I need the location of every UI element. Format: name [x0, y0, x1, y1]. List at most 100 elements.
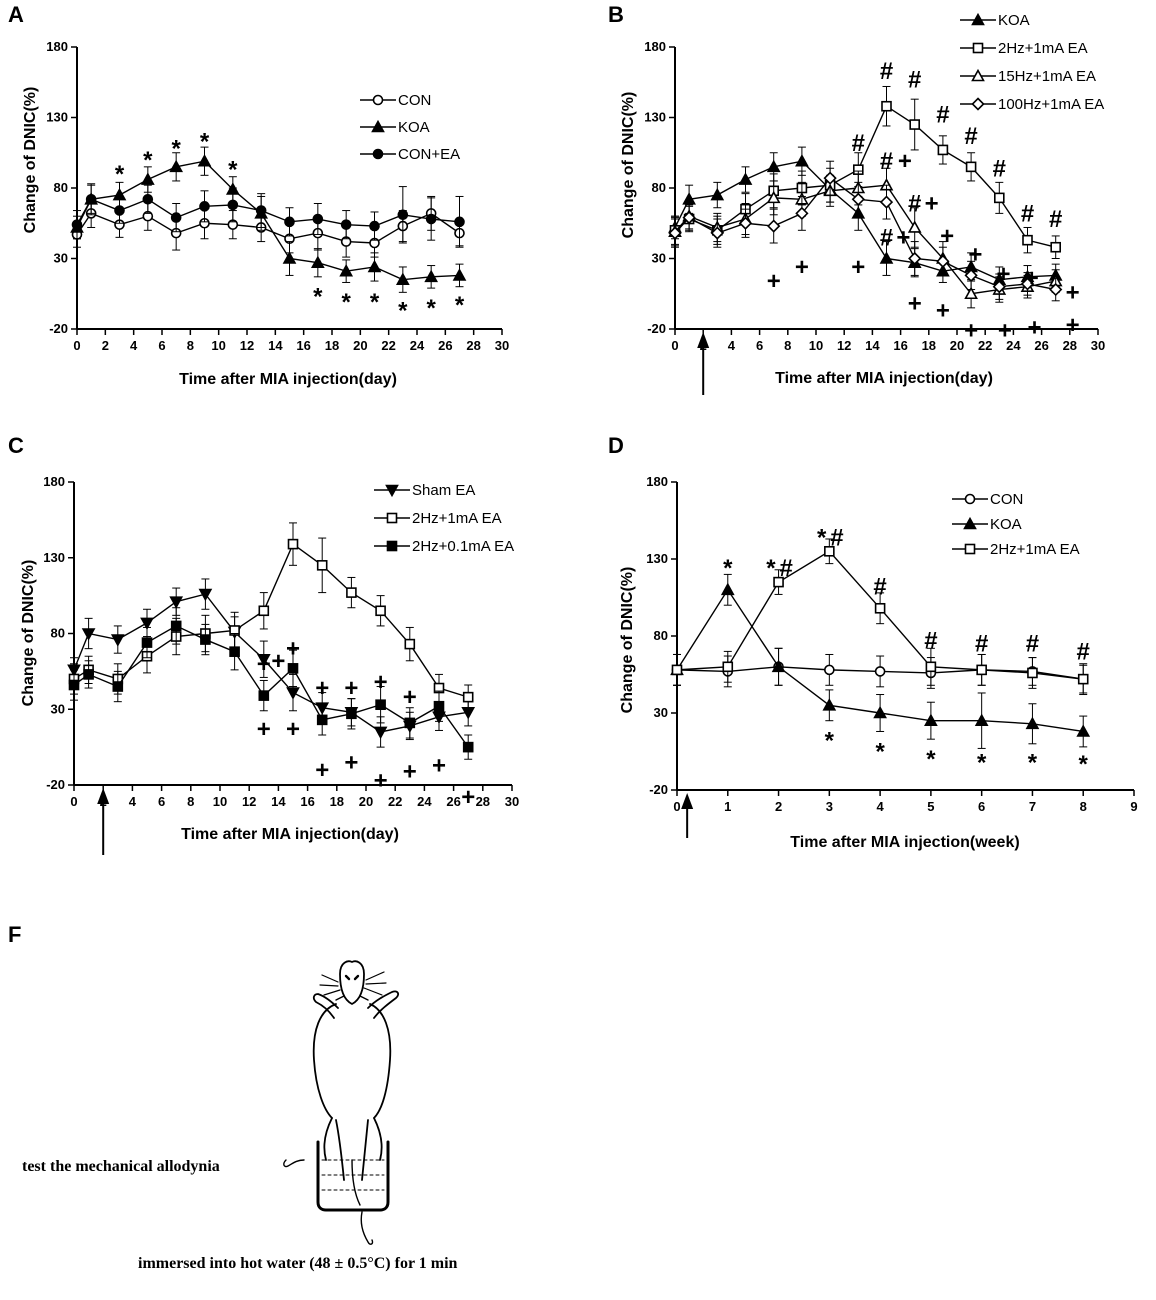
- marker-square-open: [386, 512, 398, 524]
- significance-mark: #: [975, 631, 988, 658]
- x-tick-label: 6: [756, 338, 763, 353]
- x-tick-label: 20: [359, 794, 373, 809]
- marker-square-filled: [433, 700, 445, 712]
- significance-mark: +: [315, 757, 329, 784]
- significance-mark: +: [898, 148, 912, 175]
- y-tick-label: 80: [54, 180, 68, 195]
- marker-diamond-open: [823, 171, 837, 185]
- legend-a: CON KOA CON+EA: [398, 92, 460, 163]
- significance-mark: *: [370, 289, 380, 316]
- marker-diamond-open: [1049, 282, 1063, 297]
- significance-mark: +: [936, 298, 950, 325]
- marker-triangle-down-filled: [286, 687, 300, 700]
- marker-circle-filled: [255, 205, 267, 216]
- arrow-head: [681, 793, 694, 809]
- marker-square-open: [993, 192, 1005, 204]
- x-tick-label: 24: [417, 794, 432, 809]
- significance-mark: *: [723, 555, 733, 582]
- significance-mark: +: [344, 749, 358, 776]
- marker-diamond-open: [936, 254, 950, 268]
- marker-square-open: [258, 605, 270, 617]
- marker-diamond-open: [682, 210, 696, 225]
- significance-mark: *: [1028, 749, 1038, 776]
- marker-diamond-open: [964, 268, 978, 283]
- legend-sample: [960, 68, 996, 82]
- panel-label-c: C: [8, 433, 24, 458]
- y-tick-label: 180: [46, 39, 68, 54]
- x-tick-label: 24: [1006, 338, 1021, 353]
- significance-mark: #: [1021, 200, 1034, 227]
- marker-square-open: [976, 664, 987, 676]
- x-tick-label: 4: [728, 338, 736, 353]
- series-con-ea: [71, 183, 465, 248]
- marker-triangle-filled: [924, 713, 938, 727]
- x-tick-label: 20: [950, 338, 964, 353]
- significance-mark: +: [1028, 315, 1042, 342]
- marker-triangle-filled: [339, 264, 354, 277]
- significance-mark: *: [115, 161, 125, 188]
- x-tick-label: 8: [784, 338, 791, 353]
- legend-label: Sham EA: [412, 482, 475, 499]
- y-tick-label: 30: [654, 705, 668, 720]
- marker-circle-filled: [114, 205, 125, 216]
- significance-mark: +: [1025, 265, 1039, 292]
- x-tick-label: 22: [978, 338, 992, 353]
- x-tick-label: 6: [158, 338, 165, 353]
- marker-circle-filled: [142, 193, 154, 205]
- y-tick-label: -20: [49, 321, 68, 336]
- x-tick-label: 7: [1029, 799, 1036, 814]
- significance-mark: *: [171, 136, 181, 163]
- significance-mark: #: [964, 123, 977, 150]
- panel-label-a: A: [8, 2, 24, 27]
- x-tick-label: 14: [271, 794, 286, 809]
- legend-label: 2Hz+1mA EA: [990, 541, 1080, 558]
- arrow-head: [697, 332, 710, 348]
- x-tick-label: 30: [495, 338, 509, 353]
- marker-square-open: [287, 538, 299, 550]
- marker-circle-filled: [312, 213, 324, 225]
- marker-triangle-filled: [169, 159, 184, 173]
- marker-triangle-filled: [395, 272, 410, 285]
- marker-circle-filled: [170, 212, 182, 223]
- marker-square-open: [824, 545, 835, 557]
- marker-triangle-filled: [873, 705, 887, 719]
- marker-diamond-open: [908, 251, 922, 266]
- panel-c: C Change of DNIC(%) Time after MIA injec…: [8, 433, 519, 855]
- marker-square-filled: [316, 714, 328, 726]
- marker-triangle-filled: [310, 255, 325, 269]
- marker-square-open: [909, 119, 921, 130]
- caption-mechanical-allodynia: test the mechanical allodynia: [22, 1158, 220, 1175]
- marker-square-open: [965, 161, 977, 173]
- significance-mark: #: [993, 155, 1006, 182]
- legend-sample: [960, 97, 996, 111]
- marker-square-open: [1027, 667, 1038, 679]
- y-tick-label: -20: [647, 321, 666, 336]
- legend-sample: [952, 516, 988, 530]
- significance-mark: +: [795, 254, 809, 281]
- significance-mark: +: [257, 716, 271, 743]
- marker-diamond-open: [971, 97, 985, 111]
- x-tick-label: 12: [242, 794, 256, 809]
- x-tick-label: 0: [70, 794, 77, 809]
- x-tick-label: 28: [1063, 338, 1077, 353]
- marker-triangle-filled: [720, 582, 735, 596]
- marker-triangle-filled: [282, 251, 297, 264]
- significance-mark: +: [940, 223, 954, 250]
- significance-mark: +: [461, 784, 475, 811]
- x-axis-title-c: Time after MIA injection(day): [181, 826, 399, 843]
- legend-sample: [374, 512, 410, 524]
- significance-mark: *: [875, 739, 885, 766]
- marker-circle-open: [824, 664, 835, 676]
- significance-mark: +: [344, 675, 358, 702]
- significance-mark: #: [880, 58, 893, 85]
- marker-diamond-open: [668, 226, 682, 240]
- marker-square-filled: [112, 681, 124, 692]
- legend-label: CON: [990, 491, 1023, 508]
- x-tick-label: 18: [922, 338, 936, 353]
- significance-mark: +: [998, 317, 1012, 344]
- marker-diamond-open: [992, 280, 1006, 294]
- significance-mark: +: [374, 767, 388, 794]
- x-tick-label: 1: [724, 799, 731, 814]
- marker-circle-filled: [397, 209, 409, 221]
- marker-square-filled: [375, 699, 386, 711]
